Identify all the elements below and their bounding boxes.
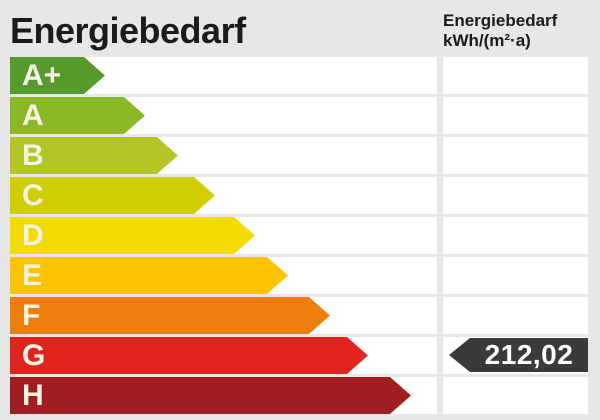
value-column-cell xyxy=(443,217,588,254)
band-letter: G xyxy=(22,339,46,372)
value-column-cell xyxy=(443,377,588,414)
value-column-cell xyxy=(443,97,588,134)
energy-scale: A+ A B C D E xyxy=(0,57,600,417)
band-letter: F xyxy=(22,299,41,332)
band-arrow: B xyxy=(10,137,178,174)
chart-title: Energiebedarf xyxy=(10,10,246,51)
energy-band-row: G xyxy=(0,337,600,374)
band-arrow: A+ xyxy=(10,57,105,94)
band-letter: B xyxy=(22,139,44,172)
value-column-header-line1: Energiebedarf xyxy=(443,11,558,30)
energy-band-row: E xyxy=(0,257,600,294)
energy-band-row: H xyxy=(0,377,600,414)
value-column-cell xyxy=(443,297,588,334)
band-arrow: C xyxy=(10,177,215,214)
value-column-header: Energiebedarf kWh/(m²·a) xyxy=(443,11,557,51)
energy-band-row: A xyxy=(0,97,600,134)
band-arrow: F xyxy=(10,297,330,334)
value-column-cell xyxy=(443,257,588,294)
band-arrow: H xyxy=(10,377,411,414)
value-column-cell xyxy=(443,137,588,174)
value-column-header-line2: kWh/(m²·a) xyxy=(443,31,531,50)
band-arrow: D xyxy=(10,217,255,254)
band-letter: E xyxy=(22,259,43,292)
band-letter: D xyxy=(22,219,44,252)
band-arrow: A xyxy=(10,97,145,134)
energy-value-text: 212,02 xyxy=(484,339,574,370)
energy-band-row: D xyxy=(0,217,600,254)
band-letter: H xyxy=(22,379,44,412)
value-column-cell xyxy=(443,57,588,94)
energy-band-row: C xyxy=(0,177,600,214)
energy-band-row: B xyxy=(0,137,600,174)
energy-band-row: F xyxy=(0,297,600,334)
energy-value-tag: 212,02 xyxy=(449,338,588,372)
band-letter: C xyxy=(22,179,44,212)
band-arrow: G xyxy=(10,337,368,374)
energy-band-row: A+ xyxy=(0,57,600,94)
band-letter: A+ xyxy=(22,59,62,92)
band-arrow: E xyxy=(10,257,288,294)
value-column-cell xyxy=(443,177,588,214)
band-letter: A xyxy=(22,99,44,132)
